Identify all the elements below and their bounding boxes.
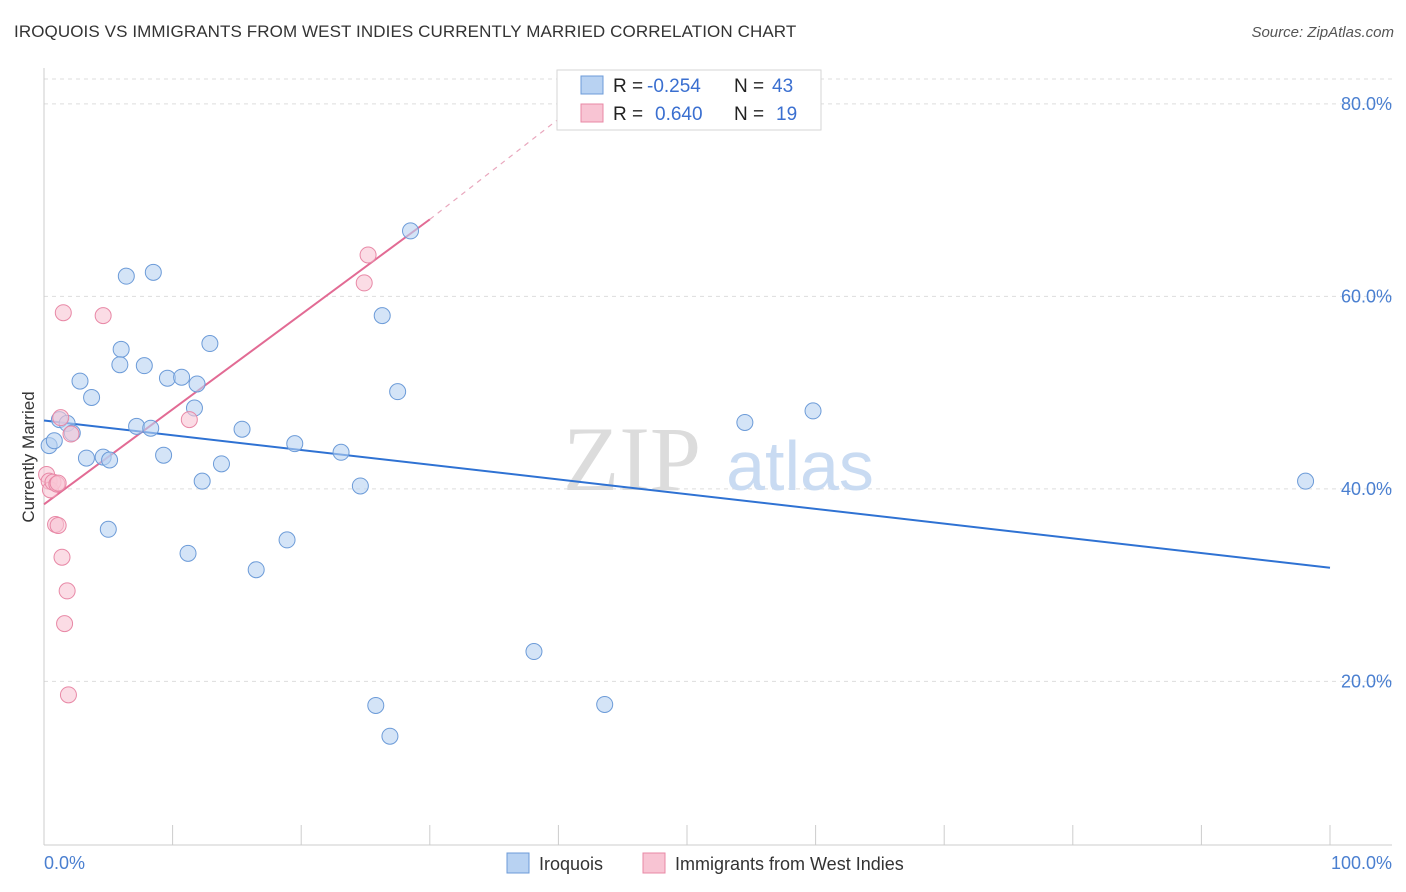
point-west-indies xyxy=(359,246,377,264)
stats-r-value-1: -0.254 xyxy=(647,76,701,97)
watermark-atlas: atlas xyxy=(726,427,874,505)
point-iroquois xyxy=(188,375,206,393)
stats-r-value-2: 0.640 xyxy=(655,104,703,125)
y-tick-label: 60.0% xyxy=(1341,286,1392,306)
y-axis-label: Currently Married xyxy=(19,391,38,522)
point-west-indies xyxy=(180,411,198,429)
x-tick-label: 0.0% xyxy=(44,853,85,873)
data-points xyxy=(38,222,1315,745)
point-iroquois xyxy=(804,402,822,420)
point-iroquois xyxy=(144,263,162,281)
legend-label-iroquois: Iroquois xyxy=(539,854,603,874)
legend-swatch-west-indies xyxy=(642,852,666,874)
point-west-indies xyxy=(54,304,72,322)
axes xyxy=(43,68,1392,846)
legend-label-west-indies: Immigrants from West Indies xyxy=(675,854,904,874)
point-west-indies xyxy=(49,474,67,492)
point-iroquois xyxy=(142,419,160,437)
stats-n-value-1: 43 xyxy=(772,76,793,97)
point-iroquois xyxy=(112,340,130,358)
point-iroquois xyxy=(173,368,191,386)
point-iroquois xyxy=(77,449,95,467)
point-iroquois xyxy=(201,335,219,353)
point-iroquois xyxy=(596,695,614,713)
point-iroquois xyxy=(278,531,296,549)
stats-n-label-1: N = xyxy=(734,76,764,97)
point-iroquois xyxy=(351,477,369,495)
watermark-zip: ZIP xyxy=(563,408,701,510)
point-iroquois xyxy=(367,696,385,714)
point-iroquois xyxy=(158,369,176,387)
trend-line-iroquois xyxy=(43,419,1331,569)
legend-swatch-iroquois xyxy=(506,852,530,874)
point-west-indies xyxy=(94,307,112,325)
point-iroquois xyxy=(233,420,251,438)
y-tick-label: 40.0% xyxy=(1341,479,1392,499)
point-iroquois xyxy=(736,413,754,431)
point-west-indies xyxy=(355,274,373,292)
y-tick-label: 20.0% xyxy=(1341,671,1392,691)
point-west-indies xyxy=(58,582,76,600)
point-iroquois xyxy=(135,357,153,375)
y-tick-label: 80.0% xyxy=(1341,94,1392,114)
point-west-indies xyxy=(62,425,80,443)
stats-r-label-2: R = xyxy=(613,104,643,125)
point-iroquois xyxy=(1297,472,1315,490)
stats-n-label-2: N = xyxy=(734,104,764,125)
point-iroquois xyxy=(83,388,101,406)
point-iroquois xyxy=(247,561,265,579)
point-iroquois xyxy=(179,544,197,562)
stats-swatch-pink xyxy=(580,103,604,123)
stats-swatch-blue xyxy=(580,75,604,95)
stats-legend: R = -0.254 N = 43 R = 0.640 N = 19 xyxy=(556,69,822,131)
point-iroquois xyxy=(101,451,119,469)
point-west-indies xyxy=(59,686,77,704)
point-iroquois xyxy=(45,432,63,450)
tick-labels: 20.0% 40.0% 60.0% 80.0% 0.0% 100.0% xyxy=(44,94,1392,873)
x-tick-label: 100.0% xyxy=(1331,853,1392,873)
point-iroquois xyxy=(155,446,173,464)
point-iroquois xyxy=(193,472,211,490)
stats-r-label-1: R = xyxy=(613,76,643,97)
point-iroquois xyxy=(111,356,129,374)
watermark: ZIP atlas xyxy=(563,408,874,510)
chart-title: IROQUOIS VS IMMIGRANTS FROM WEST INDIES … xyxy=(14,22,797,41)
point-west-indies xyxy=(49,516,67,534)
point-iroquois xyxy=(286,435,304,453)
point-west-indies xyxy=(56,615,74,633)
source-label: Source: ZipAtlas.com xyxy=(1251,24,1394,41)
point-iroquois xyxy=(117,267,135,285)
point-iroquois xyxy=(212,455,230,473)
point-iroquois xyxy=(402,222,420,240)
point-iroquois xyxy=(525,643,543,661)
point-iroquois xyxy=(373,307,391,325)
point-iroquois xyxy=(128,417,146,435)
point-iroquois xyxy=(389,383,407,401)
grid xyxy=(44,78,1392,682)
series-legend: Iroquois Immigrants from West Indies xyxy=(506,852,904,874)
point-iroquois xyxy=(332,443,350,461)
stats-n-value-2: 19 xyxy=(776,104,797,125)
point-west-indies xyxy=(52,409,70,427)
point-iroquois xyxy=(381,727,399,745)
point-iroquois xyxy=(71,372,89,390)
point-west-indies xyxy=(53,548,71,566)
point-iroquois xyxy=(99,520,117,538)
